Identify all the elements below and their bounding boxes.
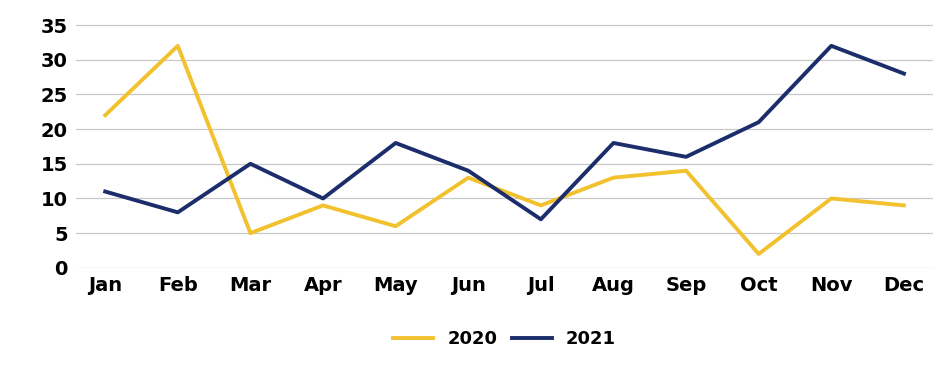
2020 bbox=[463, 176, 474, 180]
2020 bbox=[753, 252, 764, 256]
2020 bbox=[535, 203, 546, 208]
Legend: 2020, 2021: 2020, 2021 bbox=[386, 323, 624, 356]
2021 bbox=[100, 189, 111, 194]
2021 bbox=[681, 155, 692, 159]
2021 bbox=[390, 141, 402, 145]
2021 bbox=[172, 210, 184, 215]
2021 bbox=[898, 71, 909, 76]
2021 bbox=[825, 44, 837, 48]
2021 bbox=[753, 120, 764, 124]
2020 bbox=[100, 113, 111, 118]
2020 bbox=[172, 44, 184, 48]
Line: 2020: 2020 bbox=[106, 46, 903, 254]
2021 bbox=[607, 141, 619, 145]
2020 bbox=[317, 203, 328, 208]
2021 bbox=[245, 161, 256, 166]
2021 bbox=[463, 169, 474, 173]
2020 bbox=[607, 176, 619, 180]
2020 bbox=[390, 224, 402, 228]
2021 bbox=[317, 196, 328, 201]
2020 bbox=[825, 196, 837, 201]
2021 bbox=[535, 217, 546, 221]
2020 bbox=[245, 231, 256, 235]
2020 bbox=[681, 169, 692, 173]
2020 bbox=[898, 203, 909, 208]
Line: 2021: 2021 bbox=[106, 46, 903, 219]
